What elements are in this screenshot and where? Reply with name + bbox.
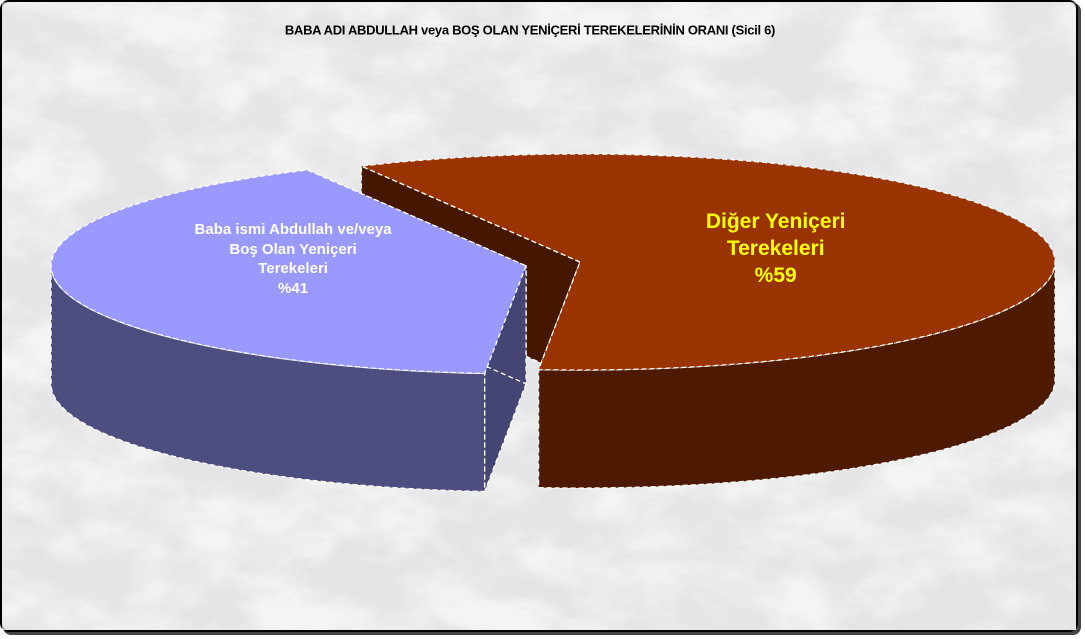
slice-label-text: Baba ismi Abdullah ve/veya Boş Olan Yeni… — [193, 220, 393, 298]
slice-name: Baba ismi Abdullah ve/veya Boş Olan Yeni… — [194, 221, 392, 278]
slice-value: %59 — [754, 264, 797, 288]
slice-label-text: Diğer Yeniçeri Terekeleri %59 — [661, 208, 891, 290]
slice-label: Diğer Yeniçeri Terekeleri %59 — [661, 208, 891, 290]
pie: Diğer Yeniçeri Terekeleri %59 Baba ismi Ab… — [50, 153, 1056, 493]
slice-name: Diğer Yeniçeri Terekeleri — [705, 209, 846, 260]
slice-value: %41 — [278, 279, 309, 297]
slice-side — [50, 265, 486, 493]
slice-label: Baba ismi Abdullah ve/veya Boş Olan Yeni… — [193, 220, 393, 298]
chart-title: BABA ADI ABDULLAH veya BOŞ OLAN YENİÇERİ… — [285, 22, 775, 37]
slice-side — [537, 261, 1056, 489]
slice — [50, 169, 527, 375]
slice — [360, 153, 1056, 371]
